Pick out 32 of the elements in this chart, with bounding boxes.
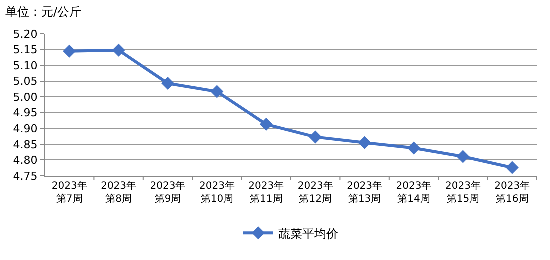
point	[506, 161, 519, 174]
y-tick-label: 4.85	[13, 138, 38, 152]
point	[210, 85, 224, 98]
x-tick-label: 2023年第7周	[52, 180, 88, 205]
legend-label: 蔬菜平均价	[278, 226, 338, 241]
point	[309, 130, 322, 144]
y-tick-label: 4.95	[13, 106, 38, 120]
y-tick-label: 5.15	[13, 44, 38, 57]
x-tick-label: 2023年第14周	[396, 180, 432, 205]
point	[63, 44, 76, 58]
x-tick-label: 2023年第12周	[298, 180, 334, 205]
point	[456, 150, 470, 164]
y-tick-label: 4.75	[13, 170, 38, 183]
x-tick-label: 2023年第9周	[150, 180, 186, 205]
y-tick-label: 4.80	[13, 154, 38, 168]
x-tick-label: 2023年第11周	[248, 180, 284, 205]
x-tick-label: 2023年第15周	[445, 180, 481, 205]
y-tick-label: 4.90	[13, 122, 38, 136]
y-tick-label: 5.00	[13, 90, 38, 104]
x-tick-label: 2023年第13周	[347, 180, 383, 205]
point	[112, 44, 126, 57]
chart-title: 单位：元/公斤	[6, 5, 82, 20]
x-tick-label: 2023年第8周	[101, 180, 137, 205]
point	[260, 118, 273, 132]
x-tick-label: 2023年第10周	[199, 180, 235, 205]
x-tick-label: 2023年第16周	[494, 180, 530, 205]
y-tick-label: 5.05	[13, 75, 38, 88]
point	[408, 142, 420, 155]
point	[162, 77, 174, 90]
y-tick-label: 5.20	[13, 28, 38, 41]
point	[358, 136, 372, 150]
y-tick-label: 5.10	[13, 59, 38, 72]
